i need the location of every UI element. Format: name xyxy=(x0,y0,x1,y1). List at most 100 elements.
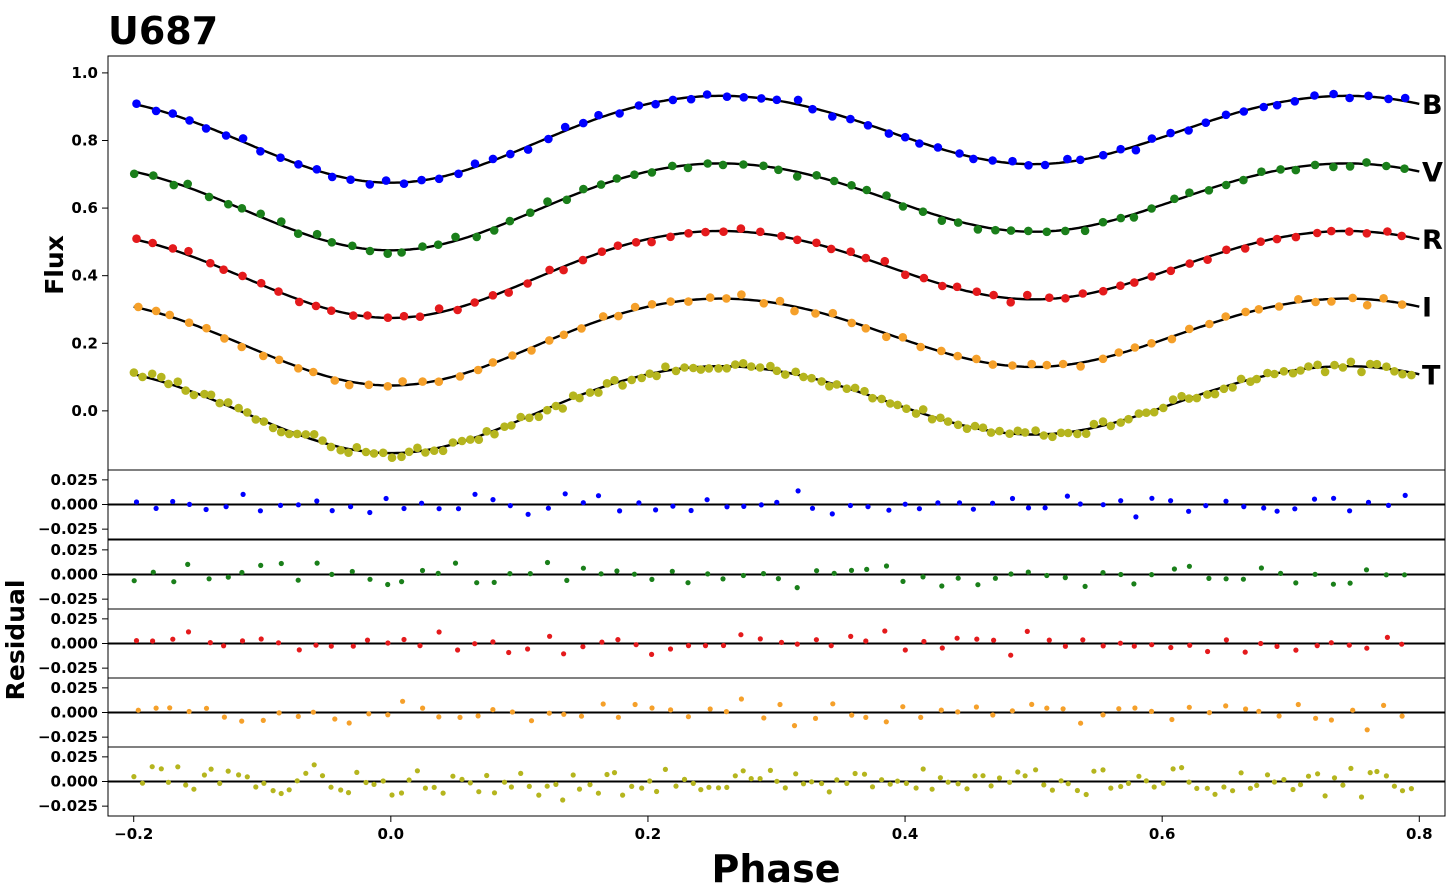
residual-point-t xyxy=(887,781,893,787)
residual-point-i xyxy=(649,705,655,711)
data-point-t xyxy=(618,381,627,390)
data-point-i xyxy=(508,351,517,360)
residual-point-b xyxy=(1292,506,1298,512)
residual-point-v xyxy=(507,571,513,577)
residual-point-t xyxy=(757,776,763,782)
data-point-v xyxy=(1042,227,1052,237)
residual-point-b xyxy=(935,500,941,506)
residual-point-t xyxy=(844,780,850,787)
data-point-t xyxy=(1236,374,1246,384)
data-point-r xyxy=(168,244,178,253)
data-point-t xyxy=(482,427,492,436)
data-point-v xyxy=(237,204,247,213)
residual-point-t xyxy=(1041,782,1047,788)
flux-y-tick-label: 0.8 xyxy=(71,131,98,149)
data-point-t xyxy=(1203,390,1212,399)
residual-point-i xyxy=(1256,708,1262,714)
residual-point-t xyxy=(345,790,352,796)
data-point-v xyxy=(612,174,622,183)
residual-point-r xyxy=(1131,643,1137,649)
residual-point-r xyxy=(954,635,960,641)
data-point-i xyxy=(151,306,161,316)
residual-point-t xyxy=(1108,785,1114,791)
residual-point-b xyxy=(383,495,389,502)
residual-point-i xyxy=(883,719,889,725)
residual-point-v xyxy=(399,579,405,585)
residual-point-t xyxy=(1015,769,1021,775)
data-point-t xyxy=(1056,428,1066,438)
data-point-t xyxy=(943,417,953,426)
data-point-t xyxy=(714,364,723,373)
data-point-v xyxy=(1170,194,1179,204)
data-point-t xyxy=(1005,429,1014,439)
data-point-t xyxy=(466,435,475,444)
residual-point-v xyxy=(1149,572,1155,578)
residual-point-b xyxy=(916,506,923,512)
model-curve-r xyxy=(133,229,1420,320)
data-point-t xyxy=(825,382,834,391)
residual-point-r xyxy=(506,649,512,656)
data-point-v xyxy=(383,249,393,258)
data-point-i xyxy=(418,377,427,386)
residual-point-i xyxy=(973,704,980,710)
residual-point-b xyxy=(990,500,996,506)
data-point-b xyxy=(988,156,997,165)
residual-point-b xyxy=(724,504,730,510)
data-point-i xyxy=(722,294,731,303)
residual-point-t xyxy=(467,780,473,786)
residual-point-i xyxy=(186,708,192,715)
residual-point-t xyxy=(553,781,559,788)
residual-point-b xyxy=(970,506,977,512)
data-point-t xyxy=(807,373,816,383)
residual-point-v xyxy=(760,571,767,577)
data-point-b xyxy=(1024,161,1033,170)
residual-point-b xyxy=(1365,499,1372,505)
data-point-t xyxy=(1313,360,1322,370)
residual-point-b xyxy=(847,502,854,509)
data-point-t xyxy=(1031,426,1040,435)
residual-point-t xyxy=(1238,770,1244,776)
residual-point-t xyxy=(852,770,858,777)
residual-point-t xyxy=(724,784,730,791)
residual-point-r xyxy=(561,651,567,657)
data-point-t xyxy=(722,364,732,373)
residual-point-v xyxy=(1118,571,1124,578)
data-point-t xyxy=(1320,367,1330,377)
data-point-t xyxy=(1013,426,1023,436)
data-point-t xyxy=(1159,403,1168,413)
residual-point-t xyxy=(1281,777,1287,783)
data-point-r xyxy=(504,288,513,297)
data-point-t xyxy=(860,386,869,396)
data-point-i xyxy=(344,380,354,390)
residual-point-b xyxy=(1149,495,1155,501)
residual-point-t xyxy=(149,764,155,770)
residual-point-b xyxy=(472,491,478,497)
flux-panel: 0.0 0.2 0.4 0.6 0.8 1.0 B V R I T Flux xyxy=(40,55,1446,471)
data-point-v xyxy=(647,168,657,177)
residual-point-b xyxy=(809,505,816,511)
residual-point-b xyxy=(1009,495,1016,502)
data-point-r xyxy=(812,238,821,248)
residual-point-t xyxy=(311,762,317,768)
residual-point-i xyxy=(738,696,745,702)
residual-y-tick-label: 0.025 xyxy=(51,679,98,697)
residual-point-b xyxy=(1025,505,1032,511)
data-point-b xyxy=(1116,144,1125,154)
residual-point-t xyxy=(903,780,910,787)
data-point-r xyxy=(989,290,998,300)
data-point-t xyxy=(326,442,336,452)
residual-point-i xyxy=(528,718,535,724)
data-point-v xyxy=(451,232,460,242)
residual-point-v xyxy=(900,578,906,585)
residual-point-t xyxy=(996,775,1003,781)
data-point-i xyxy=(647,300,657,309)
residual-point-r xyxy=(828,643,834,649)
residual-point-b xyxy=(956,500,963,506)
residual-point-i xyxy=(761,715,767,721)
residual-point-t xyxy=(328,784,334,790)
data-point-t xyxy=(602,379,612,388)
residual-y-tick-label: 0.000 xyxy=(51,566,98,584)
residual-point-v xyxy=(1025,569,1031,575)
data-point-t xyxy=(661,362,670,372)
residual-point-v xyxy=(1171,566,1177,572)
